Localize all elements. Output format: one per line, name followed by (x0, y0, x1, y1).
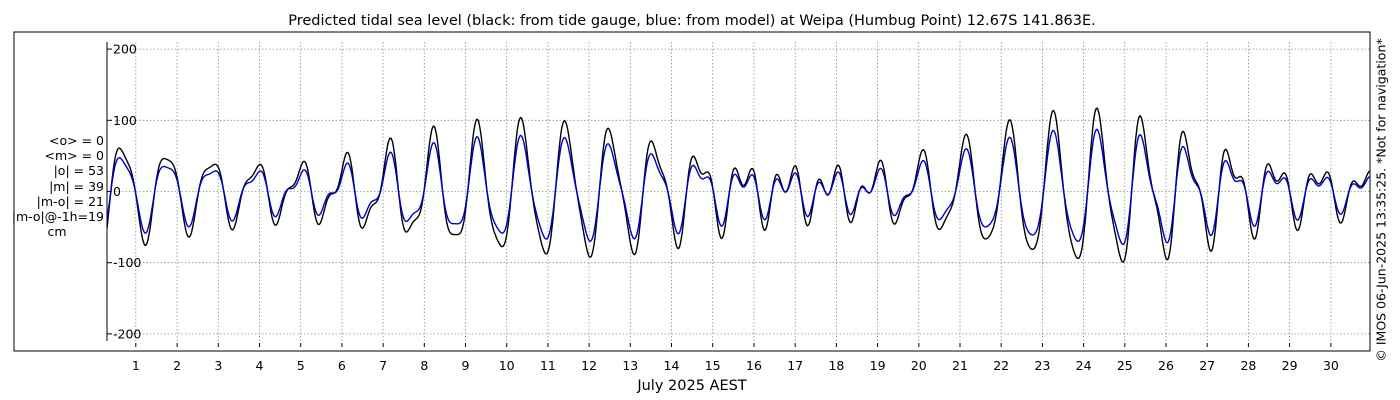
x-tick-label-6: 6 (338, 358, 346, 373)
stat-abs-observed: |o| = 53 (53, 163, 104, 179)
chart-title: Predicted tidal sea level (black: from t… (288, 13, 1096, 29)
x-tick-label-15: 15 (705, 358, 721, 373)
x-tick-label-11: 11 (540, 358, 556, 373)
x-tick-label-10: 10 (499, 358, 515, 373)
series-line-model (106, 128, 1371, 246)
grid-lines (115, 42, 1370, 341)
x-tick-label-23: 23 (1034, 358, 1050, 373)
x-tick-label-22: 22 (993, 358, 1009, 373)
x-tick-label-8: 8 (420, 358, 428, 373)
y-tick-label--100: -100 (113, 255, 141, 270)
axes: 1 2 3 4 5 6 7 8 9 10 11 12 13 14 15 16 17 18 19 20 21 22 23 24 2… (106, 42, 1339, 373)
y-tick-label-100: 100 (113, 113, 137, 128)
x-axis-label: July 2025 AEST (636, 378, 746, 394)
x-tick-label-7: 7 (379, 358, 387, 373)
series-lines (106, 107, 1371, 263)
stat-abs-difference: |m-o| = 21 (36, 193, 104, 209)
x-tick-label-13: 13 (622, 358, 638, 373)
stat-abs-difference-lagged: |m-o|@-1h=19 (11, 209, 104, 225)
stat-mean-observed: <o> = 0 (49, 133, 104, 148)
y-tick-label--200: -200 (113, 326, 141, 341)
x-tick-label-16: 16 (746, 358, 762, 373)
x-tick-label-28: 28 (1240, 358, 1256, 373)
stat-mean-model: <m> = 0 (44, 148, 105, 164)
x-tick-label-29: 29 (1282, 358, 1298, 373)
stat-abs-model: |m| = 39 (49, 178, 104, 194)
x-tick-label-12: 12 (581, 358, 597, 373)
x-tick-label-4: 4 (256, 358, 264, 373)
x-tick-label-18: 18 (828, 358, 844, 373)
x-tick-label-3: 3 (214, 358, 222, 373)
x-tick-label-1: 1 (132, 358, 140, 373)
x-tick-label-9: 9 (462, 358, 470, 373)
y-tick-label-0: 0 (113, 184, 121, 199)
x-tick-label-26: 26 (1158, 358, 1174, 373)
x-tick-label-5: 5 (297, 358, 305, 373)
x-tick-label-19: 19 (870, 358, 886, 373)
x-tick-label-17: 17 (787, 358, 803, 373)
x-tick-label-21: 21 (952, 358, 968, 373)
y-tick-label-200: 200 (113, 42, 137, 57)
outer-frame (13, 31, 1371, 352)
stat-unit: cm (47, 224, 67, 240)
x-tick-label-20: 20 (911, 358, 927, 373)
statistics-panel: <o> = 0 <m> = 0 |o| = 53 |m| = 39 |m-o| … (10, 133, 104, 239)
x-tick-label-25: 25 (1117, 358, 1133, 373)
series-line-tide-gauge (106, 107, 1371, 263)
x-tick-label-14: 14 (664, 358, 680, 373)
copyright-text: © IMOS 06-Jun-2025 13:35:25. *Not for na… (1373, 38, 1389, 362)
x-tick-label-2: 2 (173, 358, 181, 373)
x-tick-label-24: 24 (1076, 358, 1092, 373)
x-tick-label-27: 27 (1199, 358, 1215, 373)
x-tick-label-30: 30 (1323, 358, 1339, 373)
